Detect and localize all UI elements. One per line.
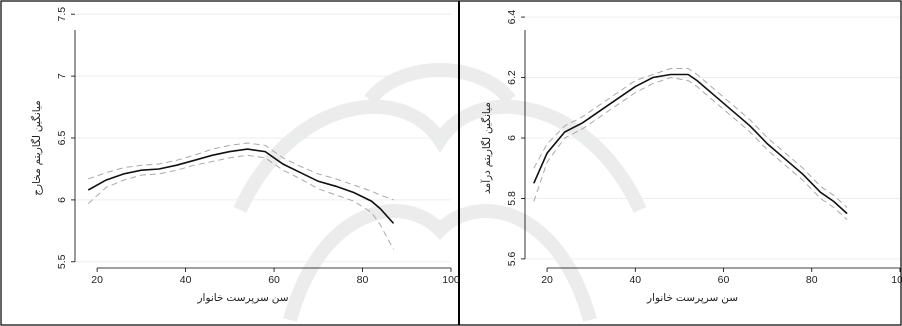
x-tick-label: 80 (806, 274, 818, 286)
x-tick-label: 20 (541, 274, 553, 286)
y-tick-label: 5.5 (56, 254, 68, 269)
y-tick-label: 5.6 (506, 251, 518, 266)
income-chart-panel: 20 40 60 80 100 5.6 5.8 6 6.2 6.4 سن سرپرست خانوار… (480, 10, 902, 304)
x-tick-label: 80 (357, 274, 369, 286)
y-axis-label: میانگین لگاریتم درآمد (480, 102, 493, 194)
x-tick-label: 40 (629, 274, 641, 286)
x-axis-label: سن سرپرست خانوار (196, 292, 288, 304)
ci-upper-line (533, 68, 848, 208)
y-tick-label: 6.2 (506, 70, 518, 85)
expenditure-chart-panel: 20 40 60 80 100 5.5 6 6.5 7 7.5 سن سرپرست خانوار می… (30, 7, 460, 304)
ci-lower-line (87, 154, 394, 250)
y-tick-label: 6 (506, 135, 518, 141)
x-tick-label: 100 (442, 274, 460, 286)
mean-line (533, 73, 848, 215)
y-tick-label: 6.4 (506, 10, 518, 25)
x-tick-label: 60 (718, 274, 730, 286)
x-axis-label: سن سرپرست خانوار (646, 292, 738, 304)
x-tick-label: 20 (91, 274, 103, 286)
x-tick-label: 60 (268, 274, 280, 286)
watermark-logo-icon (233, 63, 647, 322)
y-tick-label: 7 (56, 73, 68, 79)
y-tick-label: 6.5 (56, 131, 68, 146)
y-tick-label: 7.5 (56, 7, 68, 22)
ci-lower-line (533, 76, 848, 220)
x-tick-label: 100 (891, 274, 902, 286)
y-tick-label: 6 (56, 197, 68, 203)
mean-line (87, 148, 395, 224)
ci-upper-line (88, 142, 394, 201)
x-tick-label: 40 (180, 274, 192, 286)
y-axis-label: میانگین لگاریتم مخارج (30, 100, 43, 196)
y-tick-label: 5.8 (506, 191, 518, 206)
